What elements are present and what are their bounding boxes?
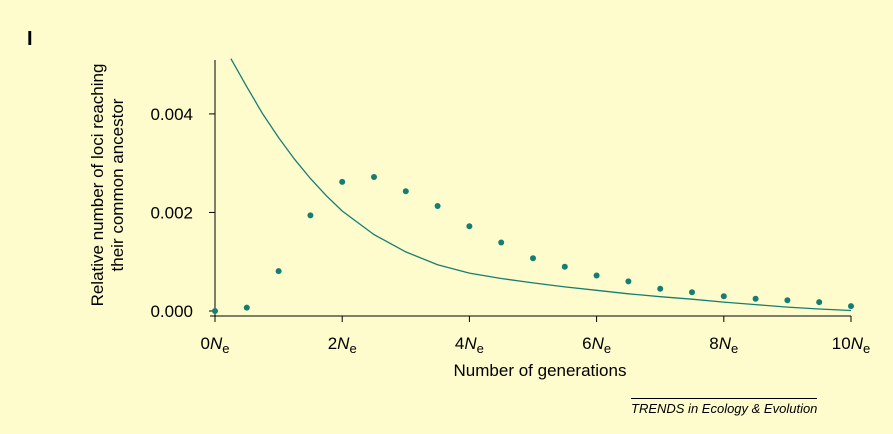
data-point xyxy=(275,268,282,275)
data-point xyxy=(498,239,505,246)
data-point xyxy=(339,178,346,185)
x-tick-label-0: 0Ne xyxy=(201,334,230,356)
data-point xyxy=(816,299,823,306)
data-point xyxy=(561,263,568,270)
y-tick-label-0: 0.000 xyxy=(150,302,193,321)
x-tick-label-2: 4Ne xyxy=(455,334,484,356)
data-point xyxy=(243,304,250,311)
labels-layer: 0.000 0.002 0.004 0Ne 2Ne 4Ne 6Ne 8Ne 10Ne Number… xyxy=(88,64,870,380)
data-point xyxy=(466,223,473,230)
x-tick-label-5: 10Ne xyxy=(832,334,870,356)
x-tick-label-3: 6Ne xyxy=(582,334,611,356)
x-tick-label-4: 8Ne xyxy=(709,334,738,356)
data-point xyxy=(212,308,218,314)
y-axis-title: Relative number of loci reachingtheir co… xyxy=(88,64,127,307)
data-point xyxy=(625,278,632,285)
data-point xyxy=(657,285,664,292)
panel-label: I xyxy=(27,28,33,50)
curve-layer xyxy=(230,58,852,312)
data-point xyxy=(689,289,695,296)
data-point xyxy=(848,303,854,310)
data-point xyxy=(752,295,759,302)
data-point xyxy=(593,272,600,279)
x-axis-title: Number of generations xyxy=(454,361,627,380)
data-point xyxy=(720,293,727,300)
theory-curve xyxy=(230,58,852,312)
data-point xyxy=(530,255,536,262)
data-point xyxy=(402,188,409,195)
axes xyxy=(209,60,852,322)
data-point xyxy=(434,203,441,209)
y-tick-label-1: 0.002 xyxy=(150,203,193,222)
data-point xyxy=(371,174,377,180)
source-credit: TRENDS in Ecology & Evolution xyxy=(631,398,818,416)
data-point xyxy=(307,212,314,219)
data-point xyxy=(784,297,791,304)
x-tick-label-1: 2Ne xyxy=(328,334,357,356)
y-tick-label-2: 0.004 xyxy=(150,105,193,124)
points-layer xyxy=(212,174,854,314)
